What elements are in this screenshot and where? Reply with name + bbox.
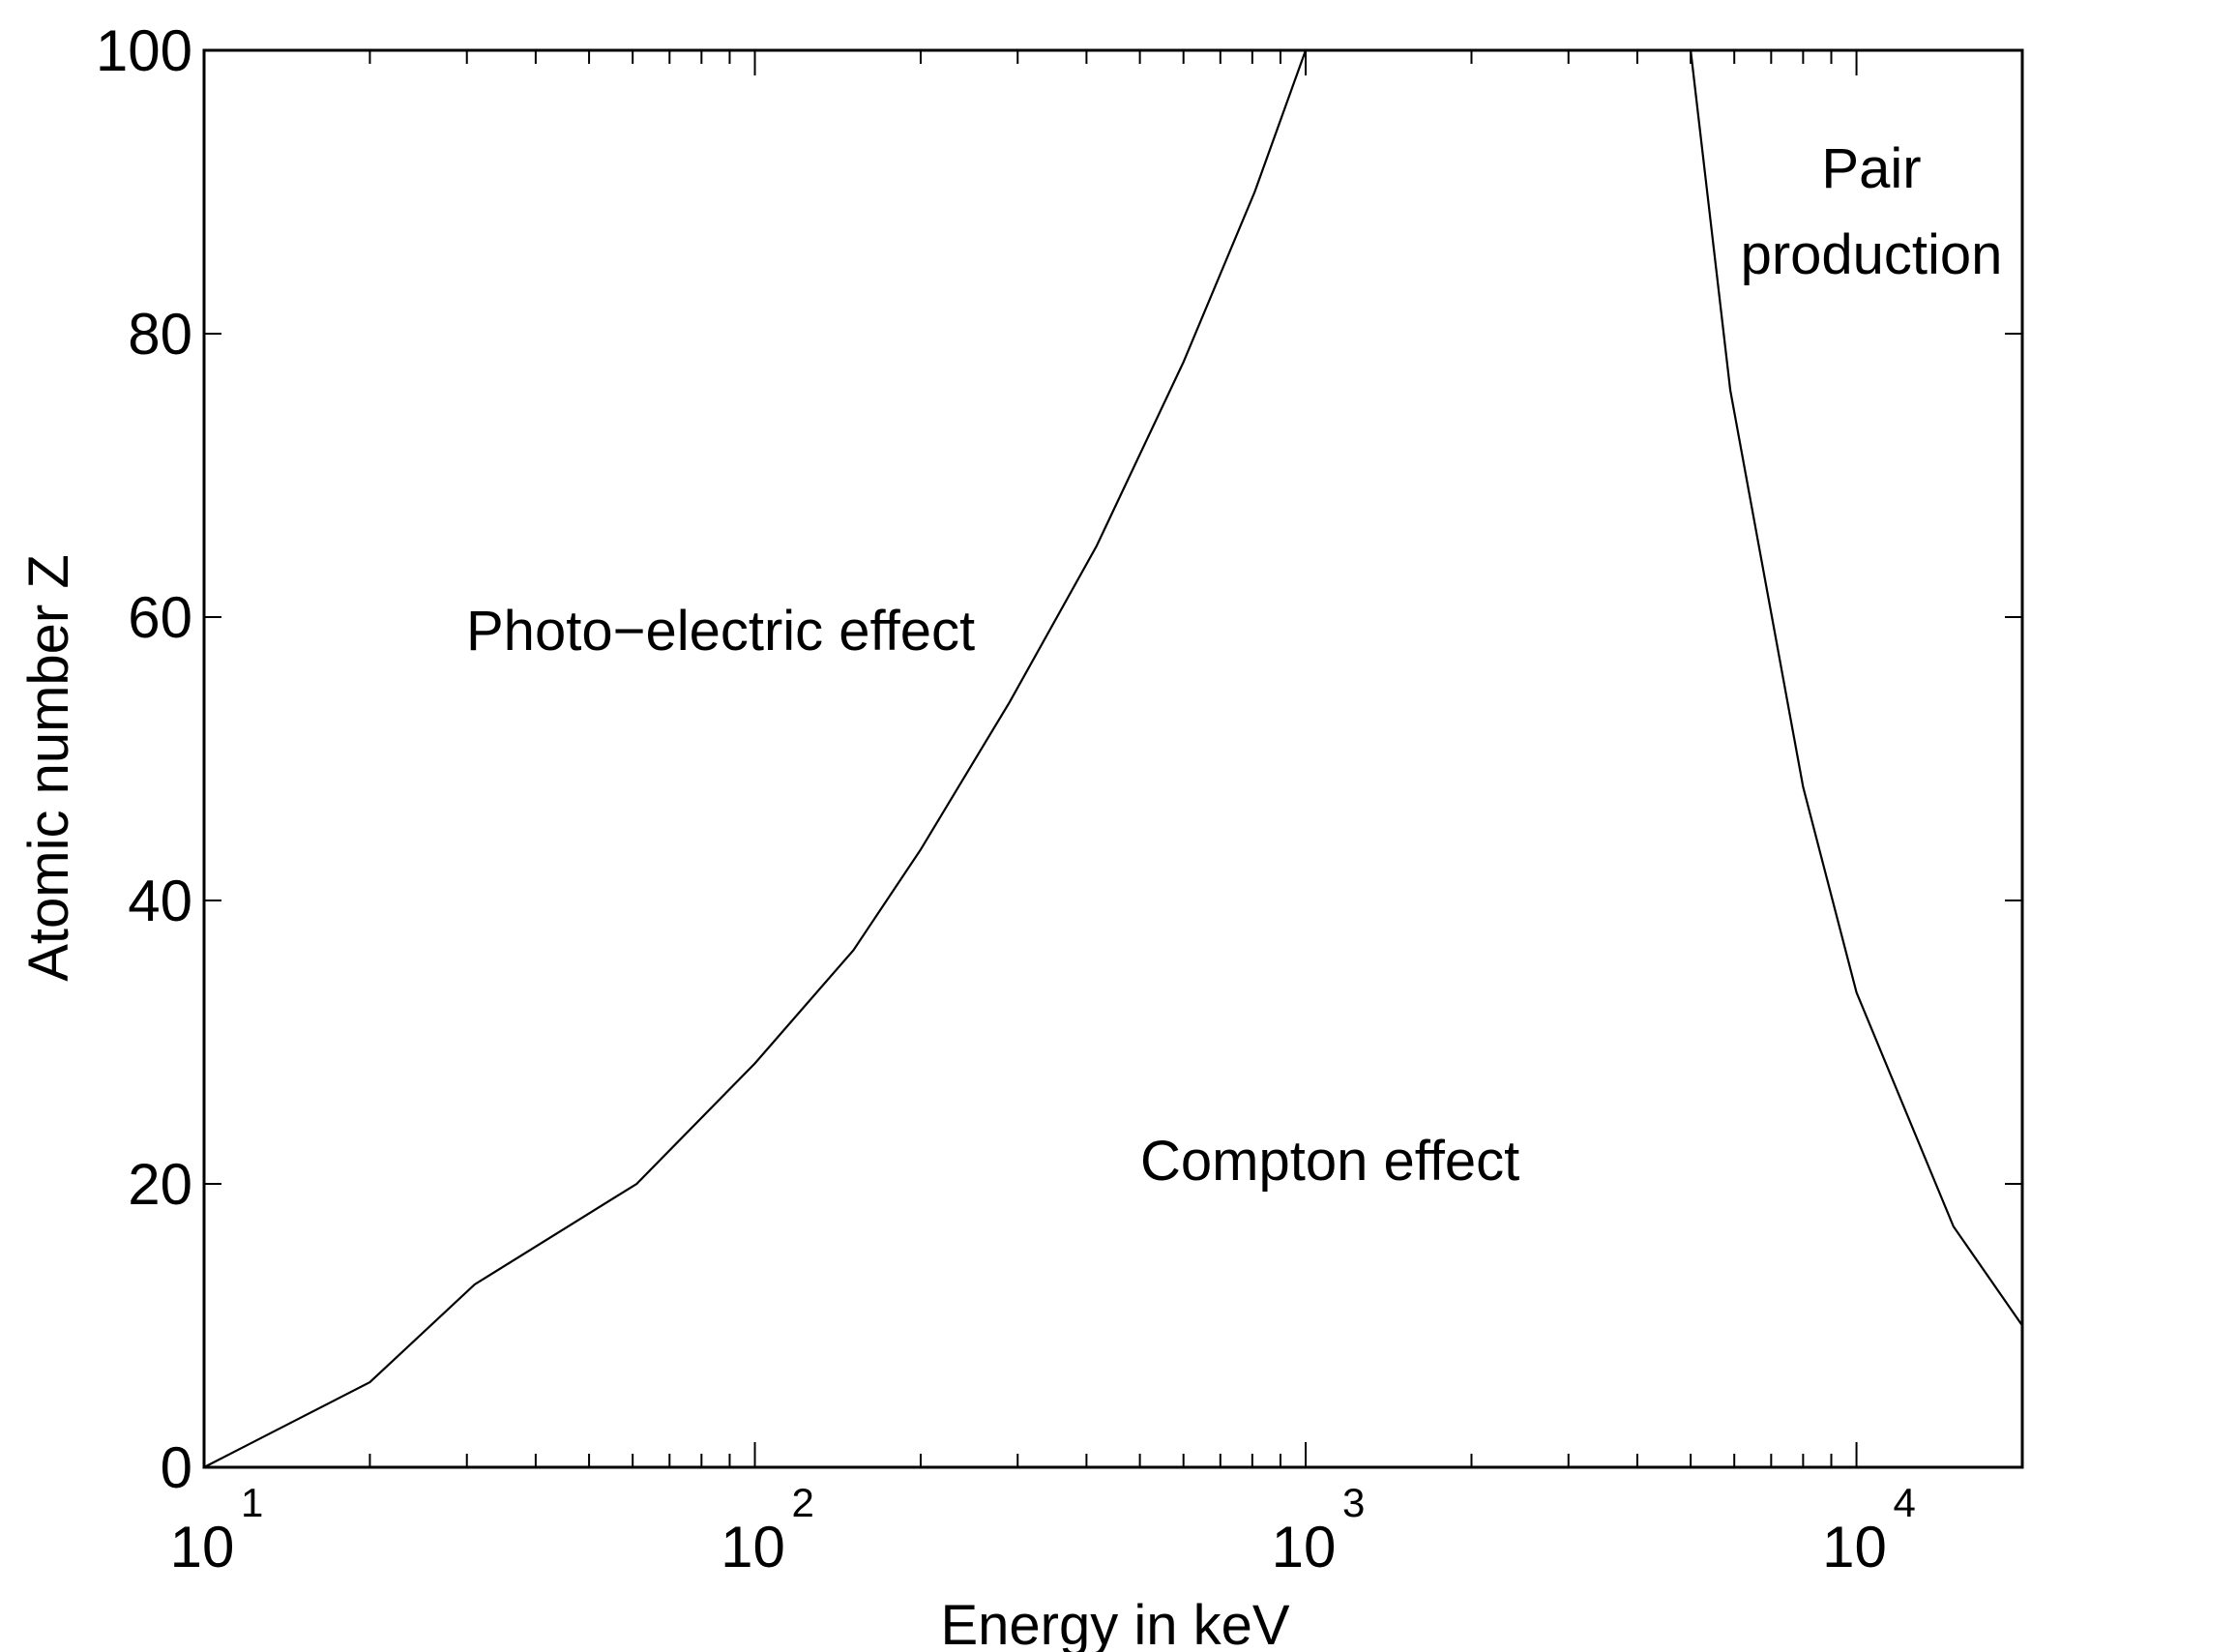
y-tick-label: 60	[128, 585, 192, 650]
ticks	[203, 49, 2023, 1468]
x-tick-base: 10	[1272, 1515, 1337, 1579]
x-tick-base: 10	[1822, 1515, 1887, 1579]
plot-frame	[202, 48, 2024, 1469]
x-tick-label: 10	[170, 1515, 235, 1579]
y-tick-label: 100	[96, 18, 192, 83]
x-tick-label: 10	[1272, 1515, 1337, 1579]
y-tick-label: 40	[128, 869, 192, 933]
x-tick-label: 10	[721, 1515, 785, 1579]
x-tick-base: 10	[721, 1515, 785, 1579]
annotation-pair: Pair	[1821, 137, 1921, 200]
pair-production-boundary-line	[1690, 49, 2023, 1327]
x-tick-base: 10	[170, 1515, 235, 1579]
annotations: Photo−electric effect Compton effect Pair p…	[466, 137, 2002, 1193]
x-tick-exponent: 3	[1342, 1480, 1365, 1525]
y-axis-title: Atomic number Z	[17, 554, 80, 982]
y-tick-label: 20	[128, 1152, 192, 1217]
x-tick-label: 10	[1822, 1515, 1887, 1579]
x-axis-title: Energy in keV	[940, 1594, 1289, 1652]
x-tick-exponent: 4	[1894, 1480, 1916, 1525]
x-tick-exponent: 2	[792, 1480, 814, 1525]
annotation-photo: Photo−electric effect	[466, 600, 975, 663]
photoelectric-boundary-line	[203, 49, 1308, 1468]
annotation-compton: Compton effect	[1140, 1130, 1519, 1193]
x-tick-exponent: 1	[241, 1480, 263, 1525]
y-tick-label: 0	[161, 1435, 192, 1500]
annotation-pair: production	[1741, 223, 2003, 286]
y-tick-label: 80	[128, 302, 192, 367]
curves	[203, 49, 2023, 1468]
